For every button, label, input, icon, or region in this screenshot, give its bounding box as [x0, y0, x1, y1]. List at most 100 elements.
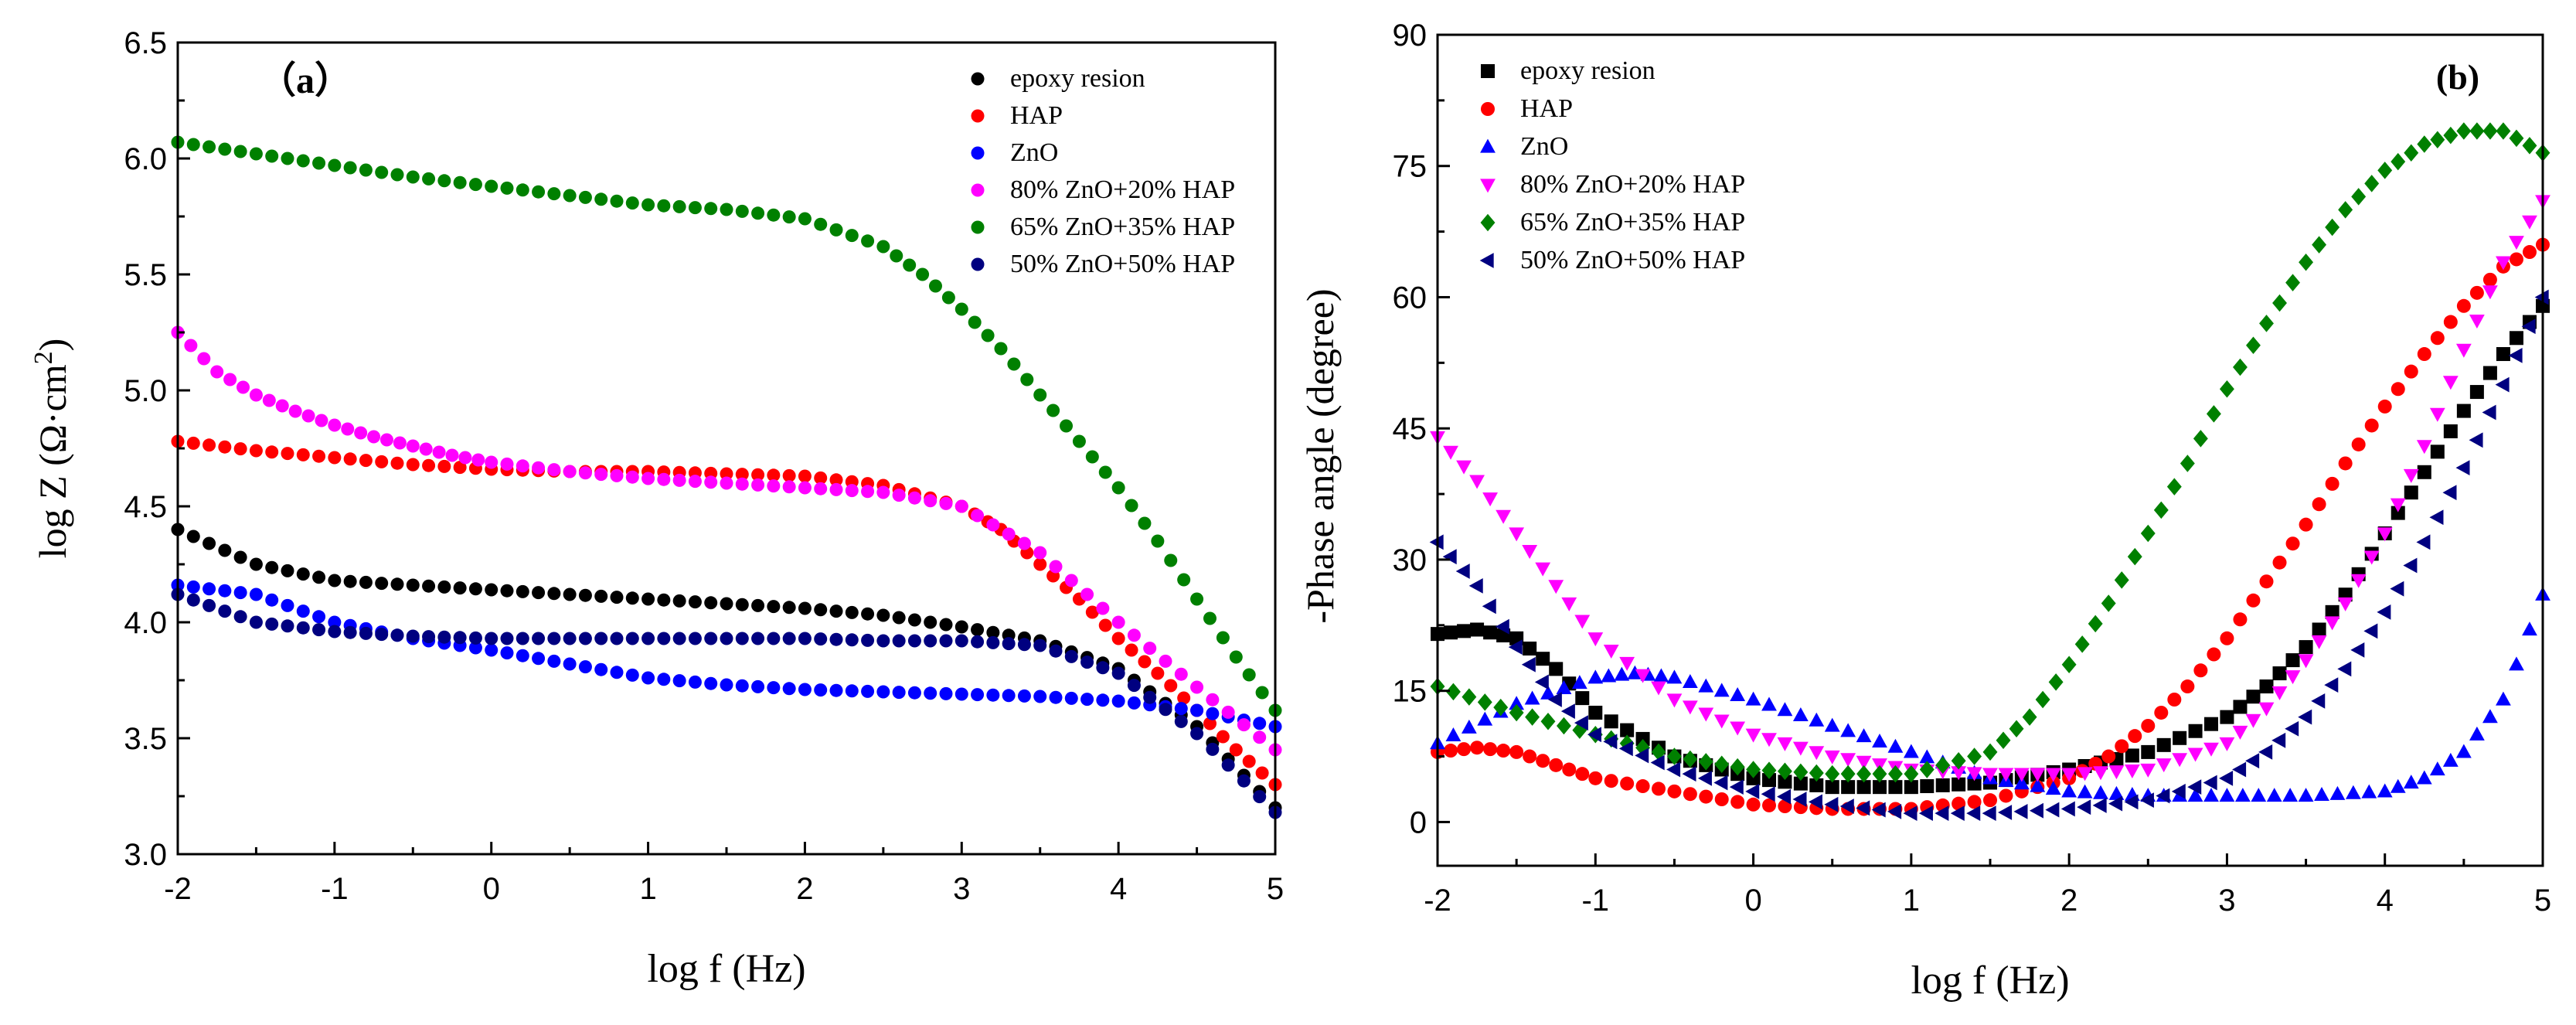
chart-b-series-0-point	[1873, 780, 1887, 795]
chart-a-series-5-point	[1253, 790, 1267, 804]
chart-a-series-1-point	[281, 447, 294, 461]
chart-a-series-2-point	[312, 610, 326, 624]
chart-a-series-4-point	[1229, 650, 1243, 664]
chart-b-series-2-point	[1824, 717, 1840, 732]
chart-b-series-5-point	[2324, 677, 2339, 693]
chart-a-series-1-point	[233, 442, 247, 456]
chart-a-series-0-point	[516, 584, 529, 598]
chart-b-series-0-point	[2325, 604, 2339, 619]
chart-a-series-1-point	[375, 455, 389, 468]
chart-a-series-5-point	[657, 632, 671, 645]
chart-b-series-2-point	[1587, 669, 1604, 684]
chart-b-series-3-point	[1951, 766, 1967, 781]
chart-a-series-4-point	[1085, 450, 1099, 464]
chart-a-series-2-point	[876, 685, 890, 699]
chart-a-series-2-point	[485, 643, 499, 657]
chart-a-series-5-point	[720, 632, 733, 645]
chart-a-series-1-point	[406, 458, 420, 472]
chart-a-series-2-point	[688, 675, 702, 689]
chart-a-series-3-point	[301, 409, 315, 423]
chart-a-series-3-point	[328, 418, 342, 432]
chart-b-series-1-point	[2364, 418, 2379, 433]
chart-b-series-1-point	[1496, 744, 1511, 758]
chart-b-legend-label: epoxy resion	[1520, 56, 1656, 85]
chart-a-series-3-point	[184, 339, 198, 352]
chart-a-series-5-point	[468, 631, 482, 645]
chart-b-series-3-point	[2232, 725, 2248, 740]
chart-a-series-4-point	[516, 183, 529, 197]
chart-b-series-3-point	[2403, 468, 2419, 483]
chart-b-series-5-point	[2139, 792, 2154, 809]
chart-a-series-5-point	[406, 629, 420, 643]
chart-b-series-3	[1430, 195, 2550, 782]
chart-b-series-5-point	[1871, 802, 1886, 818]
chart-a-series-4-point	[390, 168, 404, 182]
chart-b-series-4-point	[1651, 743, 1666, 761]
chart-a-series-5-point	[892, 634, 906, 648]
chart-a-series-3-point	[1253, 730, 1267, 744]
chart-b-x-tick-label: -2	[1424, 884, 1451, 918]
chart-a-series-2-point	[1096, 693, 1110, 707]
chart-a-series-5-point	[1002, 637, 1016, 651]
chart-b-series-0-point	[1470, 622, 1485, 637]
chart-b-series-1-point	[2404, 364, 2418, 379]
chart-b-series-0-point	[2272, 666, 2287, 681]
chart-b-y-tick-label: 90	[1393, 19, 1428, 53]
chart-b-series-5-point	[1903, 805, 1918, 822]
chart-a-series-5-point	[390, 628, 404, 642]
chart-a-series-1-point	[829, 473, 843, 487]
chart-b-series-4-point	[1683, 750, 1698, 768]
chart-a-x-axis-label: log f (Hz)	[647, 947, 805, 991]
chart-b-series-4-point	[2193, 430, 2208, 448]
chart-a-series-4-point	[343, 161, 357, 175]
chart-b-series-2-point	[1919, 749, 1935, 764]
chart-a-series-0-point	[390, 577, 404, 591]
chart-a-series-0-point	[672, 594, 686, 608]
chart-b-series-4-point	[1698, 753, 1713, 771]
chart-b-series-3-point	[2496, 256, 2511, 271]
chart-a-series-5-point	[1127, 679, 1141, 693]
chart-b-legend-label: HAP	[1520, 94, 1573, 123]
chart-a-series-2-point	[296, 604, 310, 618]
chart-a-series-2-point	[782, 682, 796, 696]
chart-a-y-tick-label: 5.0	[124, 374, 167, 408]
chart-a-series-0-point	[861, 607, 875, 621]
chart-b-series-5-point	[2285, 720, 2299, 737]
chart-a-series-2-point	[594, 662, 608, 676]
chart-a-series-0-point	[312, 570, 326, 584]
chart-a-series-5-point	[265, 617, 279, 631]
chart-b-series-3-point	[1761, 733, 1777, 747]
chart-b-y-axis-label: -Phase angle (degree)	[1298, 288, 1342, 623]
chart-b-series-0-point	[1588, 705, 1603, 720]
chart-b-series-3-point	[1548, 580, 1564, 594]
chart-b-series-5-point	[2219, 770, 2234, 786]
chart-b-series-4-point	[2088, 615, 2103, 633]
chart-a-series-3-point	[1049, 560, 1063, 574]
chart-a-series-3-point	[500, 457, 514, 471]
chart-b-series-4-point	[1540, 713, 1556, 730]
chart-a-series-3-point	[432, 445, 446, 459]
chart-b-series-1-point	[2220, 631, 2234, 645]
chart-b-series-3-point	[1856, 755, 1872, 770]
chart-a-series-0-point	[343, 574, 357, 588]
chart-a-series-4-point	[532, 185, 546, 199]
chart-a-series-3-point	[223, 373, 237, 387]
chart-b-series-4-point	[2127, 547, 2142, 566]
chart-a-legend-label: 80% ZnO+20% HAP	[1010, 175, 1235, 204]
chart-a-series-0-point	[688, 595, 702, 609]
chart-b-series-2-point	[1745, 691, 1761, 706]
chart-a-series-4-point	[704, 202, 718, 216]
chart-b-series-3-point	[1713, 714, 1730, 729]
chart-a-series-4-point	[296, 154, 310, 168]
chart-a-series-2-point	[641, 671, 655, 685]
chart-b-x-tick-label: -1	[1581, 884, 1609, 918]
chart-a-series-3-point	[354, 426, 368, 440]
chart-b-series-4-point	[2338, 201, 2353, 219]
chart-a-series-1-point	[218, 440, 232, 454]
chart-b-series-5-point	[1729, 779, 1744, 795]
chart-a-series-0-point	[233, 550, 247, 564]
chart-b-series-0-point	[1620, 723, 1635, 737]
chart-a-series-5-point	[924, 634, 938, 648]
chart-b-series-3-point	[1561, 597, 1577, 611]
chart-b-series-5-point	[2495, 376, 2510, 393]
